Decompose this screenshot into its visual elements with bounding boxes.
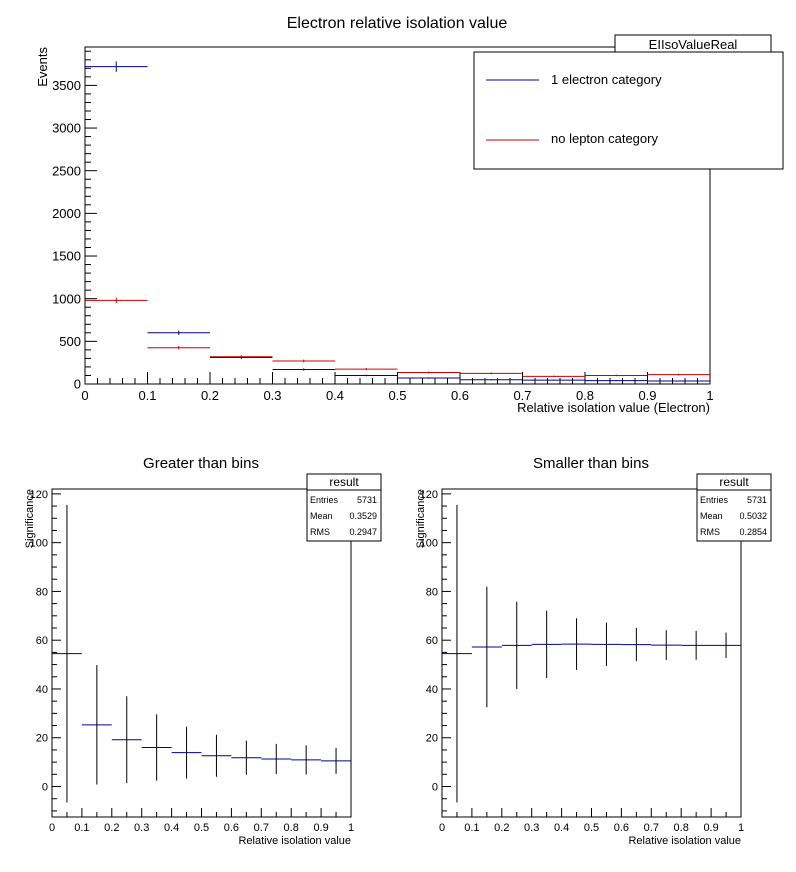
x-tick-label: 0.2 <box>494 822 509 834</box>
legend-label-1-electron: 1 electron category <box>551 72 662 87</box>
x-tick-label: 0.5 <box>584 822 599 834</box>
x-tick-label: 0.8 <box>576 388 594 403</box>
y-tick-label: 20 <box>36 733 48 745</box>
x-tick-label: 0.8 <box>674 822 689 834</box>
x-tick-label: 0 <box>49 822 55 834</box>
x-tick-label: 0.2 <box>104 822 119 834</box>
greater-chart-stats-box: result Entries 5731 Mean 0.3529 RMS 0.29… <box>306 473 382 542</box>
y-tick-label: 100 <box>420 538 438 550</box>
greater-stats-entries-value: 5731 <box>357 495 377 505</box>
x-tick-label: 0.3 <box>524 822 539 834</box>
y-tick-label: 40 <box>426 684 438 696</box>
top-chart-xlabel: Relative isolation value (Electron) <box>517 400 710 415</box>
y-tick-label: 20 <box>426 733 438 745</box>
smaller-stats-title: result <box>719 475 749 489</box>
smaller-stats-entries-value: 5731 <box>747 495 767 505</box>
greater-chart-xlabel: Relative isolation value <box>238 835 351 847</box>
y-tick-label: 0 <box>74 377 81 392</box>
smaller-stats-rms-label: RMS <box>700 527 720 537</box>
x-tick-label: 1 <box>348 822 354 834</box>
y-tick-label: 2000 <box>52 206 81 221</box>
x-tick-label: 0 <box>81 388 88 403</box>
top-chart-x-axis: 0 0.1 0.2 0.3 0.4 0.5 0.6 0.7 0.8 0.9 1 <box>81 372 714 403</box>
x-tick-label: 0.4 <box>326 388 344 403</box>
y-tick-label: 1500 <box>52 249 81 264</box>
smaller-chart-x-axis: 0 0.1 0.2 0.3 0.4 0.5 0.6 0.7 0.8 0.9 1 <box>439 808 744 834</box>
y-tick-label: 0 <box>42 781 48 793</box>
y-tick-label: 60 <box>36 635 48 647</box>
y-tick-label: 2500 <box>52 163 81 178</box>
greater-chart-x-axis: 0 0.1 0.2 0.3 0.4 0.5 0.6 0.7 0.8 0.9 1 <box>49 808 354 834</box>
greater-stats-mean-value: 0.3529 <box>349 511 377 521</box>
x-tick-label: 0.5 <box>194 822 209 834</box>
smaller-stats-rms-value: 0.2854 <box>739 527 767 537</box>
y-tick-label: 60 <box>426 635 438 647</box>
smaller-stats-mean-label: Mean <box>700 511 723 521</box>
top-chart-legend: 1 electron category no lepton category <box>473 51 784 170</box>
x-tick-label: 0.6 <box>614 822 629 834</box>
x-tick-label: 0.4 <box>164 822 179 834</box>
greater-stats-entries-label: Entries <box>310 495 339 505</box>
smaller-chart-series <box>442 504 741 803</box>
y-tick-label: 500 <box>59 334 81 349</box>
x-tick-label: 0.6 <box>224 822 239 834</box>
y-tick-label: 80 <box>426 586 438 598</box>
smaller-stats-mean-value: 0.5032 <box>739 511 767 521</box>
top-chart-y-axis: 0 500 1000 1500 2000 2500 3000 3500 <box>52 50 97 392</box>
top-chart-title: Electron relative isolation value <box>287 15 508 32</box>
y-tick-label: 40 <box>36 684 48 696</box>
greater-chart-title: Greater than bins <box>143 455 259 472</box>
greater-stats-mean-label: Mean <box>310 511 333 521</box>
x-tick-label: 0.1 <box>138 388 156 403</box>
top-chart-series <box>85 61 710 382</box>
x-tick-label: 0.3 <box>134 822 149 834</box>
y-tick-label: 3000 <box>52 121 81 136</box>
x-tick-label: 0.2 <box>201 388 219 403</box>
greater-chart-ylabel: Significance <box>24 489 36 548</box>
y-tick-label: 120 <box>30 489 48 501</box>
x-tick-label: 1 <box>706 388 713 403</box>
smaller-chart-stats-box: result Entries 5731 Mean 0.5032 RMS 0.28… <box>696 473 772 542</box>
x-tick-label: 0.7 <box>644 822 659 834</box>
x-tick-label: 0.9 <box>638 388 656 403</box>
x-tick-label: 0.5 <box>388 388 406 403</box>
y-tick-label: 3500 <box>52 78 81 93</box>
greater-stats-rms-value: 0.2947 <box>349 527 377 537</box>
x-tick-label: 0.1 <box>464 822 479 834</box>
top-chart-ylabel: Events <box>35 47 50 87</box>
legend-label-no-lepton: no lepton category <box>551 131 658 146</box>
x-tick-label: 0.3 <box>263 388 281 403</box>
y-tick-label: 1000 <box>52 291 81 306</box>
x-tick-label: 0.4 <box>554 822 569 834</box>
greater-chart-series <box>52 504 351 803</box>
x-tick-label: 0 <box>439 822 445 834</box>
x-tick-label: 0.6 <box>451 388 469 403</box>
x-tick-label: 0.7 <box>513 388 531 403</box>
smaller-stats-entries-label: Entries <box>700 495 729 505</box>
smaller-chart-title: Smaller than bins <box>533 455 649 472</box>
greater-stats-title: result <box>329 475 359 489</box>
greater-chart-y-axis: 0 20 40 60 80 100 120 <box>30 489 61 812</box>
smaller-chart: Smaller than bins 0 20 40 60 80 100 120 0 0.1 0.… <box>415 455 772 847</box>
greater-chart: Greater than bins 0 20 40 60 80 100 120 0 0.1 0.… <box>24 455 382 847</box>
top-chart: Electron relative isolation value 050010… <box>35 15 784 415</box>
smaller-chart-xlabel: Relative isolation value <box>628 835 741 847</box>
top-chart-stats-title: EIIsoValueReal <box>649 37 738 52</box>
x-tick-label: 0.7 <box>254 822 269 834</box>
y-tick-label: 100 <box>30 538 48 550</box>
y-tick-label: 120 <box>420 489 438 501</box>
x-tick-label: 0.1 <box>74 822 89 834</box>
smaller-chart-y-axis: 0 20 40 60 80 100 120 <box>420 489 451 812</box>
x-tick-label: 1 <box>738 822 744 834</box>
x-tick-label: 0.8 <box>284 822 299 834</box>
y-tick-label: 80 <box>36 586 48 598</box>
x-tick-label: 0.9 <box>313 822 328 834</box>
smaller-chart-ylabel: Significance <box>415 489 427 548</box>
x-tick-label: 0.9 <box>703 822 718 834</box>
greater-stats-rms-label: RMS <box>310 527 330 537</box>
y-tick-label: 0 <box>432 781 438 793</box>
